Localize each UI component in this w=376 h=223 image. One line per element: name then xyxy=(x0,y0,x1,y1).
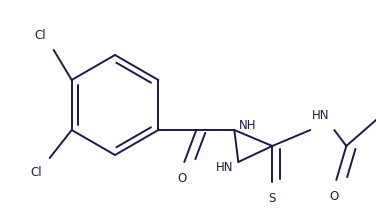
Text: HN: HN xyxy=(312,109,330,122)
Text: HN: HN xyxy=(215,161,233,173)
Text: NH: NH xyxy=(238,118,256,132)
Text: S: S xyxy=(268,192,276,205)
Text: O: O xyxy=(178,172,187,185)
Text: Cl: Cl xyxy=(34,29,46,42)
Text: Cl: Cl xyxy=(30,166,42,179)
Text: O: O xyxy=(330,190,339,203)
